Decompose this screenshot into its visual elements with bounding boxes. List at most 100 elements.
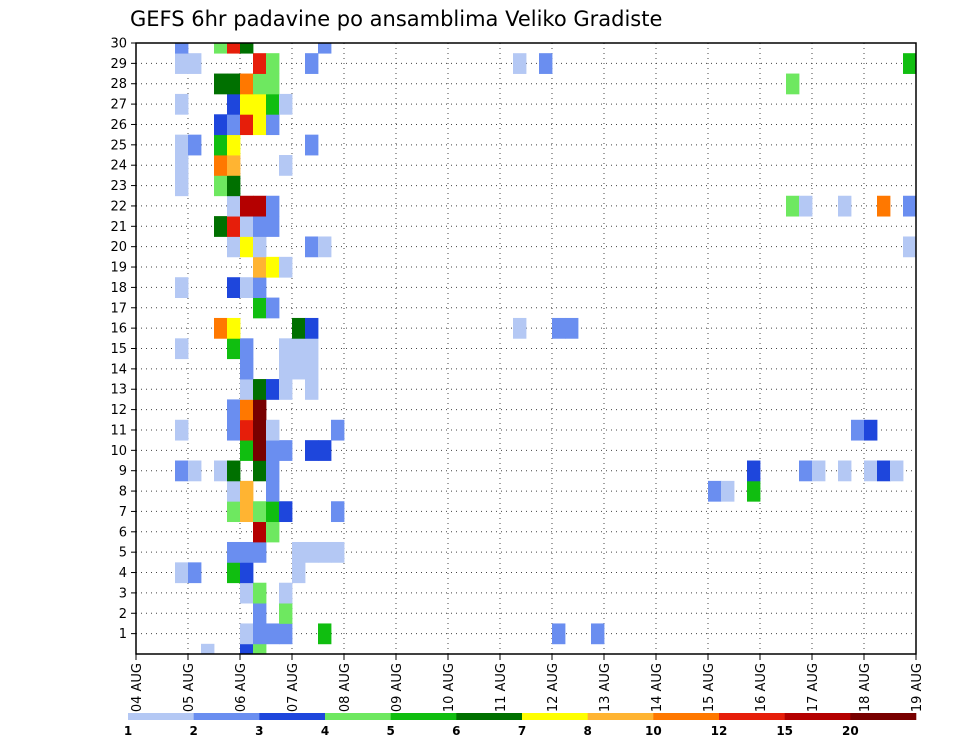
heatmap-cell [266,521,280,543]
heatmap-cell [266,195,280,217]
y-tick-label: 14 [110,362,127,377]
y-tick-label: 18 [110,281,127,296]
heatmap-cell [240,440,254,461]
heatmap-cell [175,53,189,74]
heatmap-cell [253,399,267,421]
x-axis-ticks: 04 AUG 05 AUG 06 AUG 07 AUG 08 AUG 09 AUG 10 A… [130,654,925,712]
heatmap-cell [838,460,852,482]
heatmap-cell [227,338,241,360]
x-tick-label: 08 AUG [338,663,353,712]
heatmap-cell [240,114,254,136]
heatmap-cell [188,53,202,74]
heatmap-cell [175,93,189,115]
heatmap-cell [227,541,241,563]
heatmap-cell [214,73,228,95]
heatmap-cell [227,317,241,339]
heatmap-cell [279,256,293,278]
heatmap-cell [318,541,332,563]
heatmap-cell [253,93,267,115]
heatmap-cell [240,216,254,237]
heatmap-cell [240,93,254,115]
heatmap-cell [539,53,553,74]
heatmap-cell [786,195,800,217]
heatmap-cell [318,440,332,461]
colorbar-label: 7 [518,724,526,738]
heatmap-cell [175,460,189,482]
heatmap-cell [188,134,202,156]
heatmap-cell [175,155,189,176]
heatmap-cell [266,114,280,136]
colorbar-label: 1 [124,724,132,738]
y-tick-label: 6 [119,525,127,540]
heatmap-cell [240,379,254,400]
colorbar-swatch [325,713,391,720]
heatmap-cell [240,338,254,360]
heatmap-cell [227,175,241,197]
heatmap-cell [747,480,761,502]
heatmap-cell [227,562,241,584]
colorbar-swatch [128,713,194,720]
colorbar-label: 2 [189,724,197,738]
x-tick-label: 10 AUG [442,663,457,712]
heatmap-cell [292,562,306,584]
x-tick-label: 18 AUG [858,663,873,712]
heatmap-cell [227,93,241,115]
y-tick-label: 11 [110,423,127,438]
heatmap-cell [240,399,254,421]
heatmap-cell [253,114,267,136]
x-tick-label: 09 AUG [390,663,405,712]
y-tick-label: 21 [110,220,127,235]
heatmap-cell [266,73,280,95]
heatmap-cell [175,134,189,156]
heatmap-cell [890,460,904,482]
heatmap-cell [253,419,267,441]
x-tick-label: 07 AUG [286,663,301,712]
heatmap-cell [305,379,319,400]
heatmap-cell [214,134,228,156]
heatmap-cell [253,53,267,74]
x-tick-label: 06 AUG [234,663,249,712]
heatmap-cell [227,134,241,156]
y-tick-label: 1 [119,627,127,642]
heatmap-cell [253,195,267,217]
heatmap-cell [240,562,254,584]
heatmap-cell [240,582,254,604]
y-tick-label: 15 [110,342,127,357]
heatmap-cell [799,460,813,482]
heatmap-cell [227,114,241,136]
y-tick-label: 10 [110,444,127,459]
heatmap-cell [565,317,579,339]
y-tick-label: 4 [119,566,127,581]
heatmap-cell [227,73,241,95]
heatmap-cell [240,643,254,655]
y-tick-label: 28 [110,77,127,92]
y-tick-label: 30 [110,37,127,52]
heatmap-cell [266,93,280,115]
y-tick-label: 9 [119,464,127,479]
heatmap-cell [227,501,241,523]
colorbar-swatch [193,713,260,720]
heatmap-cell [266,480,280,502]
heatmap-cell [227,277,241,298]
heatmap-cell [318,236,332,258]
heatmap-cell [747,460,761,482]
heatmap-cell [253,501,267,523]
heatmap-cell [253,277,267,298]
heatmap-cell [305,541,319,563]
heatmap-cell [240,236,254,258]
heatmap-cell [240,419,254,441]
heatmap-cell [227,155,241,176]
heatmap-cell [305,338,319,360]
heatmap-cell [214,43,228,54]
heatmap-cell [292,317,306,339]
heatmap-cell [305,134,319,156]
heatmap-cell [851,419,865,441]
heatmap-cell [305,53,319,74]
heatmap-cell [292,541,306,563]
colorbar-label: 10 [645,724,662,738]
heatmap-cell [227,419,241,441]
colorbar-swatch [850,713,917,720]
colorbar-label: 8 [583,724,591,738]
heatmap-cell [253,379,267,400]
